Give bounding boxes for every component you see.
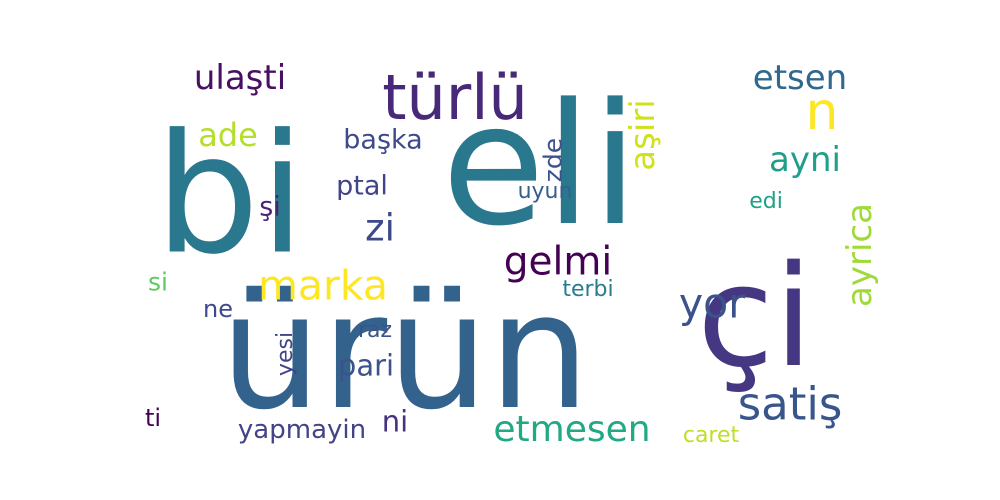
word-pari: pari	[337, 348, 395, 383]
word-uyun: uyun	[517, 179, 573, 204]
word-ulasti: ulaşti	[193, 58, 287, 98]
word-yapmayin: yapmayin	[237, 415, 367, 445]
word-terbi: terbi	[562, 277, 614, 302]
word-urun: ürün	[220, 258, 590, 445]
word-si: si	[148, 267, 168, 297]
word-satis: satiş	[737, 377, 843, 431]
word-asiri: aşiri	[623, 99, 663, 171]
word-ayrica: ayrica	[840, 203, 880, 307]
word-etmesen: etmesen	[493, 409, 651, 450]
word-zde: zde	[538, 137, 568, 183]
word-bi: bi	[154, 98, 306, 291]
word-raz: raz	[357, 318, 393, 343]
word-ne: ne	[203, 295, 233, 323]
word-eli: eli	[441, 67, 639, 263]
word-yesi: yesi	[273, 331, 298, 377]
word-ayni: ayni	[769, 140, 841, 180]
word-etsen: etsen	[752, 58, 848, 98]
word-marka: marka	[257, 261, 389, 310]
word-zi: zi	[365, 206, 395, 250]
word-yor: yor	[678, 279, 746, 328]
word-n: n	[805, 82, 839, 142]
word-edi: edi	[749, 189, 783, 214]
word-gelmi: gelmi	[503, 239, 613, 285]
word-si-upper: şi	[259, 191, 281, 223]
word-caret: caret	[682, 423, 740, 448]
word-ni: ni	[381, 404, 409, 439]
word-turlu: türlü	[382, 61, 528, 134]
word-ci: çi	[697, 236, 813, 399]
word-ade: ade	[198, 116, 258, 154]
word-ptal: ptal	[336, 170, 388, 202]
word-ti: ti	[144, 404, 162, 432]
word-baska: başka	[343, 124, 423, 156]
